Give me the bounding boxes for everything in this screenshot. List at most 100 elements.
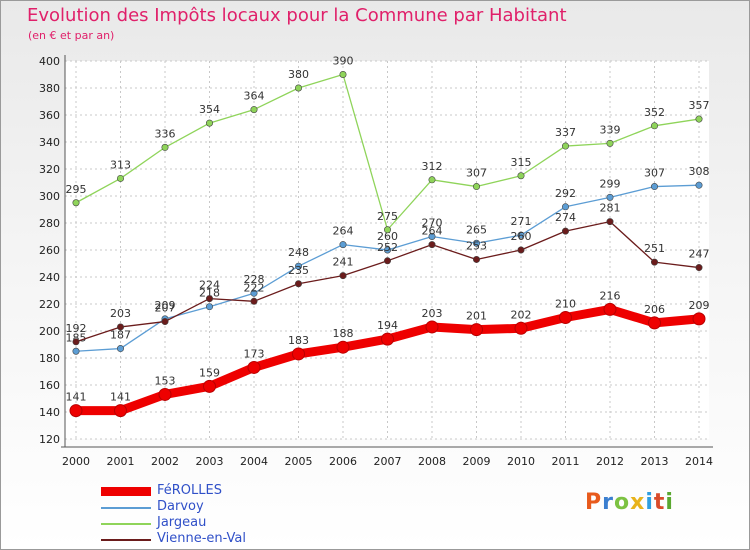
data-label: 209 xyxy=(155,299,176,312)
data-point xyxy=(517,231,525,239)
data-label: 271 xyxy=(511,215,532,228)
data-label: 185 xyxy=(66,331,87,344)
data-label: 235 xyxy=(288,264,309,277)
x-tick-label: 2008 xyxy=(418,455,446,468)
data-label: 224 xyxy=(199,279,220,292)
data-point xyxy=(72,199,80,207)
data-label: 248 xyxy=(288,246,309,259)
data-point xyxy=(383,226,391,234)
legend-item: Vienne-en-Val xyxy=(101,531,321,548)
data-label: 307 xyxy=(466,167,487,180)
data-point xyxy=(158,387,172,401)
data-label: 312 xyxy=(422,160,443,173)
x-tick-label: 2011 xyxy=(552,455,580,468)
data-point xyxy=(114,404,127,418)
data-point xyxy=(383,246,391,254)
x-tick-label: 2007 xyxy=(374,455,402,468)
data-label: 339 xyxy=(600,123,621,136)
data-point xyxy=(650,183,658,191)
data-label: 264 xyxy=(333,225,354,238)
data-point xyxy=(250,289,258,297)
data-label: 210 xyxy=(555,298,576,311)
data-label: 218 xyxy=(199,287,220,300)
data-point xyxy=(250,106,258,114)
y-tick-label: 400 xyxy=(39,55,60,68)
data-label: 228 xyxy=(244,273,265,286)
data-point xyxy=(206,295,214,303)
data-point xyxy=(72,338,80,346)
data-label: 337 xyxy=(555,126,576,139)
data-label: 222 xyxy=(244,281,265,294)
y-tick-label: 120 xyxy=(39,433,60,446)
data-point xyxy=(470,323,483,337)
data-point xyxy=(472,239,480,247)
data-label: 299 xyxy=(600,177,621,190)
data-label: 194 xyxy=(377,319,398,332)
data-label: 203 xyxy=(422,307,443,320)
legend-item: FéROLLES xyxy=(101,483,321,500)
data-label: 241 xyxy=(333,256,354,269)
data-label: 275 xyxy=(377,210,398,223)
data-label: 260 xyxy=(511,230,532,243)
x-tick-label: 2004 xyxy=(240,455,268,468)
data-label: 357 xyxy=(689,99,710,112)
data-point xyxy=(425,320,439,334)
data-label: 308 xyxy=(689,165,710,178)
data-point xyxy=(203,379,216,393)
data-point xyxy=(650,122,658,130)
data-label: 264 xyxy=(422,225,443,238)
data-point xyxy=(472,255,480,263)
data-label: 183 xyxy=(288,334,309,347)
data-point xyxy=(650,258,658,266)
data-point xyxy=(294,262,302,270)
data-label: 265 xyxy=(466,223,487,236)
proxiti-logo: Proxiti xyxy=(585,490,674,515)
data-point xyxy=(606,193,614,201)
data-point xyxy=(428,176,436,184)
y-tick-label: 320 xyxy=(39,163,60,176)
data-point xyxy=(117,323,125,331)
legend-item: Jargeau xyxy=(101,515,321,532)
legend-label: Darvoy xyxy=(157,499,204,514)
data-label: 187 xyxy=(110,329,131,342)
x-tick-label: 2009 xyxy=(463,455,491,468)
data-label: 203 xyxy=(110,307,131,320)
data-label: 313 xyxy=(110,158,131,171)
data-point xyxy=(695,115,703,123)
x-tick-label: 2002 xyxy=(151,455,179,468)
data-point xyxy=(161,318,169,326)
data-point xyxy=(161,143,169,151)
data-point xyxy=(561,227,569,235)
data-label: 315 xyxy=(511,156,532,169)
data-point xyxy=(206,303,214,311)
data-point xyxy=(247,360,261,374)
data-point xyxy=(69,404,83,418)
x-tick-label: 2012 xyxy=(596,455,624,468)
data-point xyxy=(606,218,614,226)
data-label: 354 xyxy=(199,103,220,116)
y-tick-label: 160 xyxy=(39,379,60,392)
data-point xyxy=(339,71,347,79)
chart-title: Evolution des Impôts locaux pour la Comm… xyxy=(27,5,567,26)
data-point xyxy=(381,332,394,346)
y-tick-label: 360 xyxy=(39,109,60,122)
legend: FéROLLES Darvoy Jargeau Vienne-en-Val xyxy=(101,483,321,548)
x-tick-label: 2003 xyxy=(196,455,224,468)
y-tick-label: 240 xyxy=(39,271,60,284)
data-label: 390 xyxy=(333,55,354,68)
y-tick-label: 380 xyxy=(39,82,60,95)
data-label: 295 xyxy=(66,183,87,196)
data-point xyxy=(648,316,661,330)
legend-swatch xyxy=(101,539,151,541)
y-tick-label: 280 xyxy=(39,217,60,230)
data-point xyxy=(695,181,703,189)
data-label: 216 xyxy=(600,289,621,302)
data-label: 247 xyxy=(689,248,710,261)
data-label: 336 xyxy=(155,127,176,140)
data-label: 260 xyxy=(377,230,398,243)
y-tick-label: 200 xyxy=(39,325,60,338)
data-point xyxy=(294,280,302,288)
data-label: 173 xyxy=(244,347,265,360)
data-label: 281 xyxy=(600,202,621,215)
